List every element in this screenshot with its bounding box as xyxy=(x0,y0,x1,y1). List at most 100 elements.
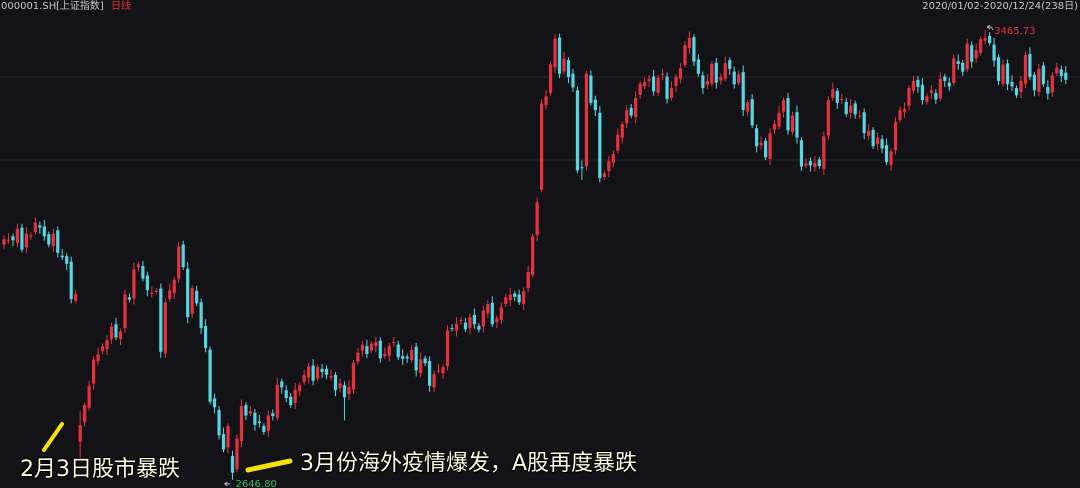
candle-body xyxy=(907,88,911,106)
candle-body xyxy=(858,115,862,117)
candle-body xyxy=(307,366,311,378)
candle-body xyxy=(302,374,306,382)
candle-body xyxy=(405,356,409,359)
candle-body xyxy=(15,228,20,243)
candle-body xyxy=(669,88,674,98)
candle-body xyxy=(109,326,114,340)
candle-body xyxy=(396,344,400,358)
candle-body xyxy=(902,108,907,112)
candle-body xyxy=(517,294,521,303)
candle-body xyxy=(374,341,378,347)
candle-body xyxy=(835,90,839,103)
candle-body xyxy=(535,202,539,236)
candle-body xyxy=(880,139,884,149)
candle-body xyxy=(840,99,844,101)
candle-body xyxy=(235,438,239,470)
candle-body xyxy=(893,122,898,151)
candle-body xyxy=(508,294,512,301)
candle-body xyxy=(853,103,857,115)
candle-body xyxy=(889,151,893,165)
candle-body xyxy=(351,362,356,390)
candle-body xyxy=(33,222,37,232)
candle-body xyxy=(862,112,866,134)
candle-body xyxy=(311,365,315,381)
candle-body xyxy=(378,340,382,359)
candle-body xyxy=(988,35,992,44)
max-label: 3465.73 xyxy=(994,26,1035,37)
candle-body xyxy=(929,90,933,94)
min-label: 2646.80 xyxy=(235,479,276,488)
candle-body xyxy=(934,93,938,100)
candle-body xyxy=(611,153,615,163)
candle-body xyxy=(804,163,808,166)
candle-body xyxy=(504,297,508,304)
candle-body xyxy=(643,82,647,87)
candle-body xyxy=(495,318,499,323)
candle-body xyxy=(248,411,252,414)
candle-body xyxy=(589,75,593,103)
candle-body xyxy=(360,344,364,351)
candle-body xyxy=(24,233,28,248)
candle-body xyxy=(813,162,817,168)
candle-body xyxy=(764,140,768,158)
candle-body xyxy=(526,272,530,289)
candle-body xyxy=(387,345,391,356)
index-name: [上证指数] xyxy=(56,1,104,12)
candle-body xyxy=(284,390,288,398)
candle-body xyxy=(1050,75,1054,93)
candle-body xyxy=(557,37,562,74)
candle-body xyxy=(74,294,78,301)
candle-body xyxy=(6,239,11,241)
candle-body xyxy=(69,261,73,300)
candle-body xyxy=(790,115,795,133)
candle-body xyxy=(795,112,799,138)
candle-body xyxy=(566,60,571,78)
max-arrow xyxy=(986,24,994,31)
candle-body xyxy=(42,226,46,237)
candle-body xyxy=(105,340,109,350)
candle-body xyxy=(943,76,947,81)
candle-body xyxy=(683,45,687,65)
candle-body xyxy=(746,102,750,112)
candle-body xyxy=(428,361,432,386)
candle-body xyxy=(1046,86,1050,94)
candle-body xyxy=(454,323,459,331)
candle-body xyxy=(414,346,418,371)
candle-body xyxy=(996,57,1001,81)
candle-body xyxy=(849,105,853,113)
candle-body xyxy=(956,61,960,64)
candle-body xyxy=(432,374,436,388)
candle-body xyxy=(477,325,481,330)
candle-body xyxy=(186,268,190,318)
candle-body xyxy=(365,346,369,354)
candle-body xyxy=(83,405,87,423)
candle-body xyxy=(356,352,360,362)
candle-body xyxy=(844,101,848,114)
candle-body xyxy=(772,123,777,130)
candle-body xyxy=(616,134,620,151)
candle-body xyxy=(602,173,606,178)
candle-body xyxy=(463,322,468,330)
candle-body xyxy=(1023,55,1028,84)
candle-body xyxy=(553,38,557,68)
candle-body xyxy=(266,415,270,431)
candle-body xyxy=(271,413,275,417)
candle-body xyxy=(289,396,293,406)
candle-body xyxy=(141,266,145,279)
candle-body xyxy=(1037,68,1041,92)
candle-body xyxy=(38,225,42,228)
annotation: 2月3日股市暴跌 xyxy=(20,457,180,482)
candle-body xyxy=(145,275,149,291)
candle-body xyxy=(320,368,324,373)
candle-body xyxy=(392,341,396,343)
candle-body xyxy=(983,38,987,41)
candle-body xyxy=(884,145,889,163)
candle-body xyxy=(1059,69,1063,76)
candle-body xyxy=(544,96,548,106)
candle-body xyxy=(29,235,33,237)
candle-body xyxy=(244,405,248,416)
date-range: 2020/01/02-2020/12/24(238日) xyxy=(922,1,1078,12)
candle-body xyxy=(114,324,118,338)
candle-body xyxy=(221,434,226,450)
